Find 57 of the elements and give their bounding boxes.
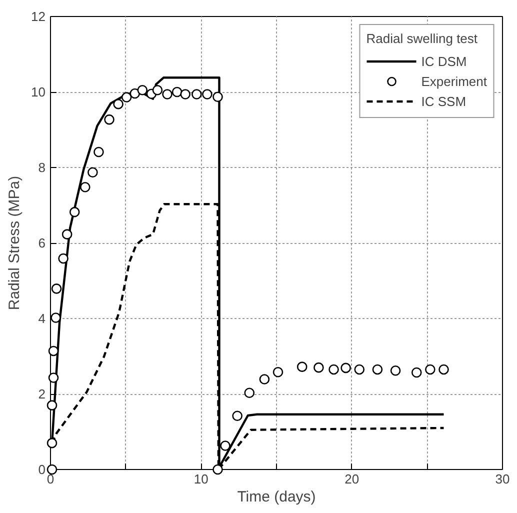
point	[212, 92, 223, 102]
x-tick-label: 20	[344, 472, 360, 486]
point	[48, 372, 59, 383]
point	[314, 362, 324, 373]
point	[113, 98, 124, 110]
point	[220, 440, 230, 451]
y-tick-label: 12	[31, 9, 46, 24]
x-tick-label: 30	[495, 472, 510, 486]
y-tick-label: 2	[38, 386, 46, 402]
point	[69, 206, 80, 218]
point	[58, 253, 68, 264]
point	[162, 89, 172, 100]
point	[372, 364, 383, 375]
point	[438, 364, 449, 375]
point	[411, 367, 422, 378]
point	[259, 374, 270, 384]
point	[121, 92, 132, 102]
point	[152, 84, 163, 96]
point	[48, 346, 59, 356]
point	[62, 229, 72, 240]
point	[191, 89, 202, 100]
point	[340, 362, 351, 374]
point	[104, 114, 114, 125]
point	[94, 146, 104, 158]
y-tick-label: 4	[38, 311, 46, 326]
point	[46, 400, 58, 410]
point	[425, 364, 436, 375]
x-tick-label: 10	[194, 472, 208, 486]
y-tick-label: 10	[31, 84, 46, 100]
point	[354, 364, 365, 375]
point	[51, 284, 62, 294]
legend-label: Experiment	[421, 74, 487, 88]
legend-label: IC SSM	[421, 94, 466, 108]
point	[180, 89, 190, 100]
point	[46, 438, 58, 448]
legend-title: Radial swelling test	[366, 31, 479, 46]
y-tick-label: 6	[38, 236, 46, 250]
point	[244, 388, 255, 398]
point	[272, 366, 284, 378]
point	[130, 88, 140, 99]
point	[172, 86, 182, 98]
legend-label: IC DSM	[421, 54, 467, 68]
point	[390, 365, 401, 376]
point	[212, 464, 223, 475]
y-axis-title: Radial Stress (MPa)	[6, 176, 24, 310]
y-tick-label: 8	[38, 160, 46, 175]
y-tick-label: 0	[38, 462, 46, 477]
point	[328, 364, 339, 375]
point	[137, 84, 148, 96]
point	[296, 362, 308, 372]
point	[232, 410, 242, 422]
point	[46, 464, 58, 475]
x-axis-title: Time (days)	[237, 488, 316, 506]
point	[202, 89, 212, 100]
point	[80, 182, 90, 192]
point	[88, 167, 98, 178]
point	[50, 312, 61, 323]
